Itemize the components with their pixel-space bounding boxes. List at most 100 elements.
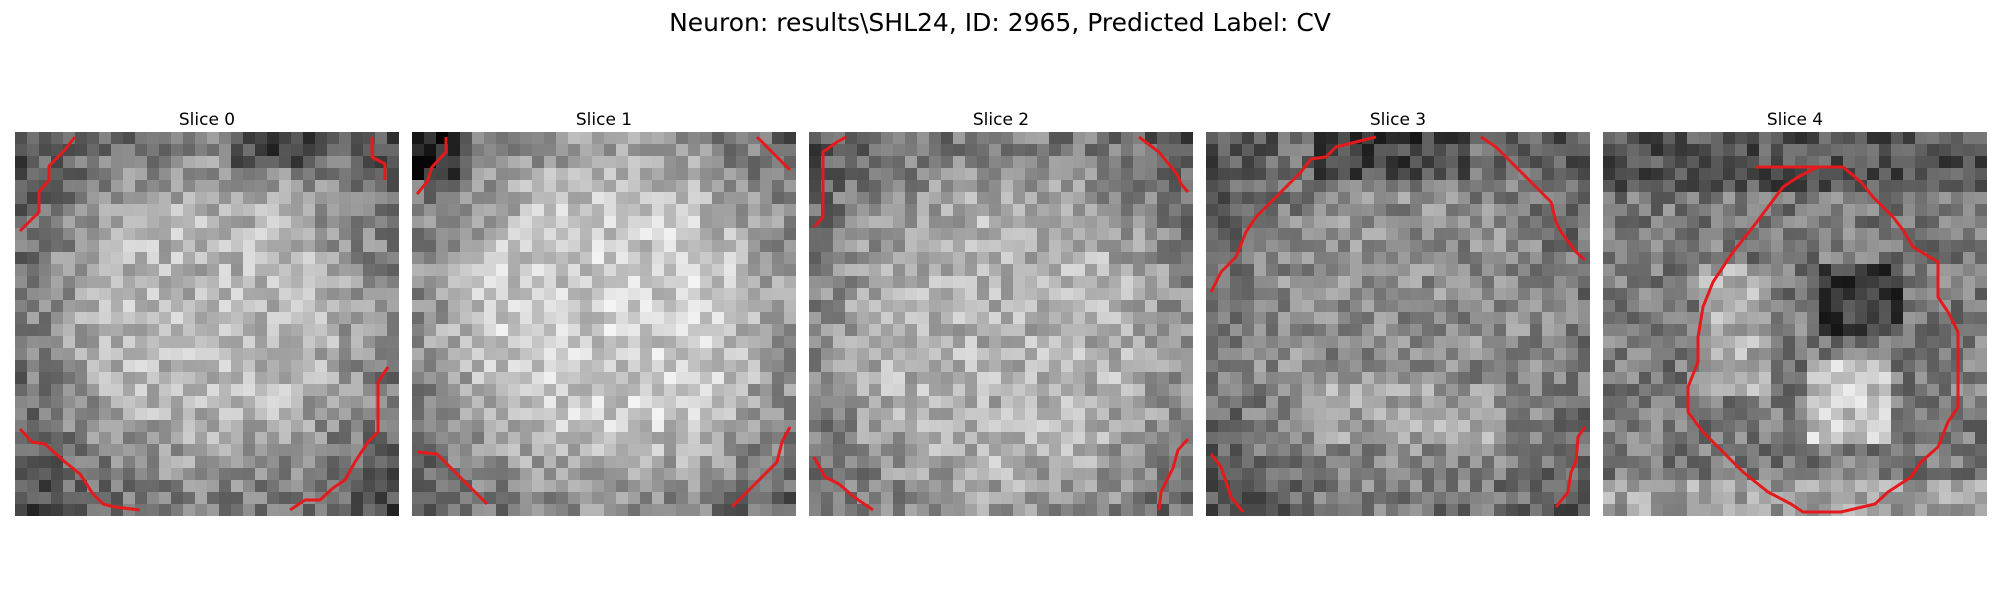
image-pixel <box>1386 264 1399 277</box>
image-pixel <box>1855 132 1868 145</box>
image-pixel <box>1085 144 1098 157</box>
image-pixel <box>472 480 485 493</box>
image-pixel <box>1819 204 1832 217</box>
image-pixel <box>556 300 569 313</box>
image-pixel <box>1675 360 1688 373</box>
image-pixel <box>616 324 629 337</box>
image-pixel <box>387 180 399 193</box>
image-pixel <box>1975 348 1987 361</box>
image-pixel <box>183 396 196 409</box>
image-pixel <box>1699 384 1712 397</box>
image-pixel <box>784 300 796 313</box>
image-pixel <box>652 468 665 481</box>
image-pixel <box>833 504 846 516</box>
image-pixel <box>1446 288 1459 301</box>
image-pixel <box>231 324 244 337</box>
image-pixel <box>1566 420 1579 433</box>
image-pixel <box>279 216 292 229</box>
image-pixel <box>893 312 906 325</box>
contour-line <box>812 135 847 229</box>
image-pixel <box>1049 264 1062 277</box>
slice-title: Slice 1 <box>575 110 633 130</box>
image-pixel <box>688 192 701 205</box>
image-pixel <box>219 504 232 516</box>
image-pixel <box>267 228 280 241</box>
image-pixel <box>1326 132 1339 145</box>
image-pixel <box>1615 276 1628 289</box>
image-pixel <box>1169 372 1182 385</box>
image-pixel <box>219 492 232 505</box>
image-pixel <box>1422 144 1435 157</box>
image-pixel <box>784 180 796 193</box>
image-pixel <box>1566 288 1579 301</box>
image-pixel <box>195 168 208 181</box>
image-pixel <box>1314 228 1327 241</box>
image-pixel <box>1254 276 1267 289</box>
image-pixel <box>1518 324 1531 337</box>
image-pixel <box>1603 168 1616 181</box>
image-pixel <box>1975 420 1987 433</box>
image-pixel <box>845 240 858 253</box>
image-pixel <box>917 204 930 217</box>
image-pixel <box>267 348 280 361</box>
image-pixel <box>99 336 112 349</box>
image-pixel <box>123 396 136 409</box>
image-pixel <box>736 300 749 313</box>
image-pixel <box>51 480 64 493</box>
image-pixel <box>51 336 64 349</box>
image-pixel <box>111 180 124 193</box>
image-pixel <box>496 180 509 193</box>
image-pixel <box>1867 384 1880 397</box>
image-pixel <box>412 288 425 301</box>
image-pixel <box>231 384 244 397</box>
image-pixel <box>87 360 100 373</box>
image-pixel <box>111 144 124 157</box>
image-pixel <box>87 384 100 397</box>
image-pixel <box>1001 504 1014 516</box>
image-pixel <box>1530 252 1543 265</box>
image-pixel <box>1458 312 1471 325</box>
image-pixel <box>1506 360 1519 373</box>
image-pixel <box>1735 312 1748 325</box>
contour-line <box>1480 135 1586 262</box>
image-pixel <box>1386 372 1399 385</box>
image-pixel <box>736 252 749 265</box>
image-pixel <box>712 468 725 481</box>
image-pixel <box>905 372 918 385</box>
image-pixel <box>989 192 1002 205</box>
image-pixel <box>291 204 304 217</box>
image-pixel <box>977 252 990 265</box>
image-pixel <box>760 276 773 289</box>
image-pixel <box>243 336 256 349</box>
image-pixel <box>1554 312 1567 325</box>
image-pixel <box>1181 408 1193 421</box>
image-pixel <box>171 348 184 361</box>
image-pixel <box>1085 348 1098 361</box>
image-pixel <box>1434 420 1447 433</box>
image-pixel <box>195 468 208 481</box>
image-pixel <box>1350 384 1363 397</box>
image-pixel <box>833 384 846 397</box>
image-pixel <box>1266 132 1279 145</box>
image-pixel <box>1410 300 1423 313</box>
image-pixel <box>1903 360 1916 373</box>
image-pixel <box>1627 408 1640 421</box>
image-pixel <box>195 228 208 241</box>
image-pixel <box>1206 288 1219 301</box>
image-pixel <box>1915 156 1928 169</box>
image-pixel <box>784 240 796 253</box>
image-pixel <box>580 276 593 289</box>
image-pixel <box>1615 204 1628 217</box>
image-pixel <box>1831 132 1844 145</box>
image-pixel <box>279 372 292 385</box>
image-pixel <box>809 348 822 361</box>
image-pixel <box>1386 168 1399 181</box>
image-pixel <box>1903 204 1916 217</box>
image-pixel <box>1795 252 1808 265</box>
image-pixel <box>436 240 449 253</box>
image-pixel <box>1963 432 1976 445</box>
image-pixel <box>1218 216 1231 229</box>
image-pixel <box>1855 396 1868 409</box>
image-pixel <box>700 252 713 265</box>
image-pixel <box>1819 372 1832 385</box>
